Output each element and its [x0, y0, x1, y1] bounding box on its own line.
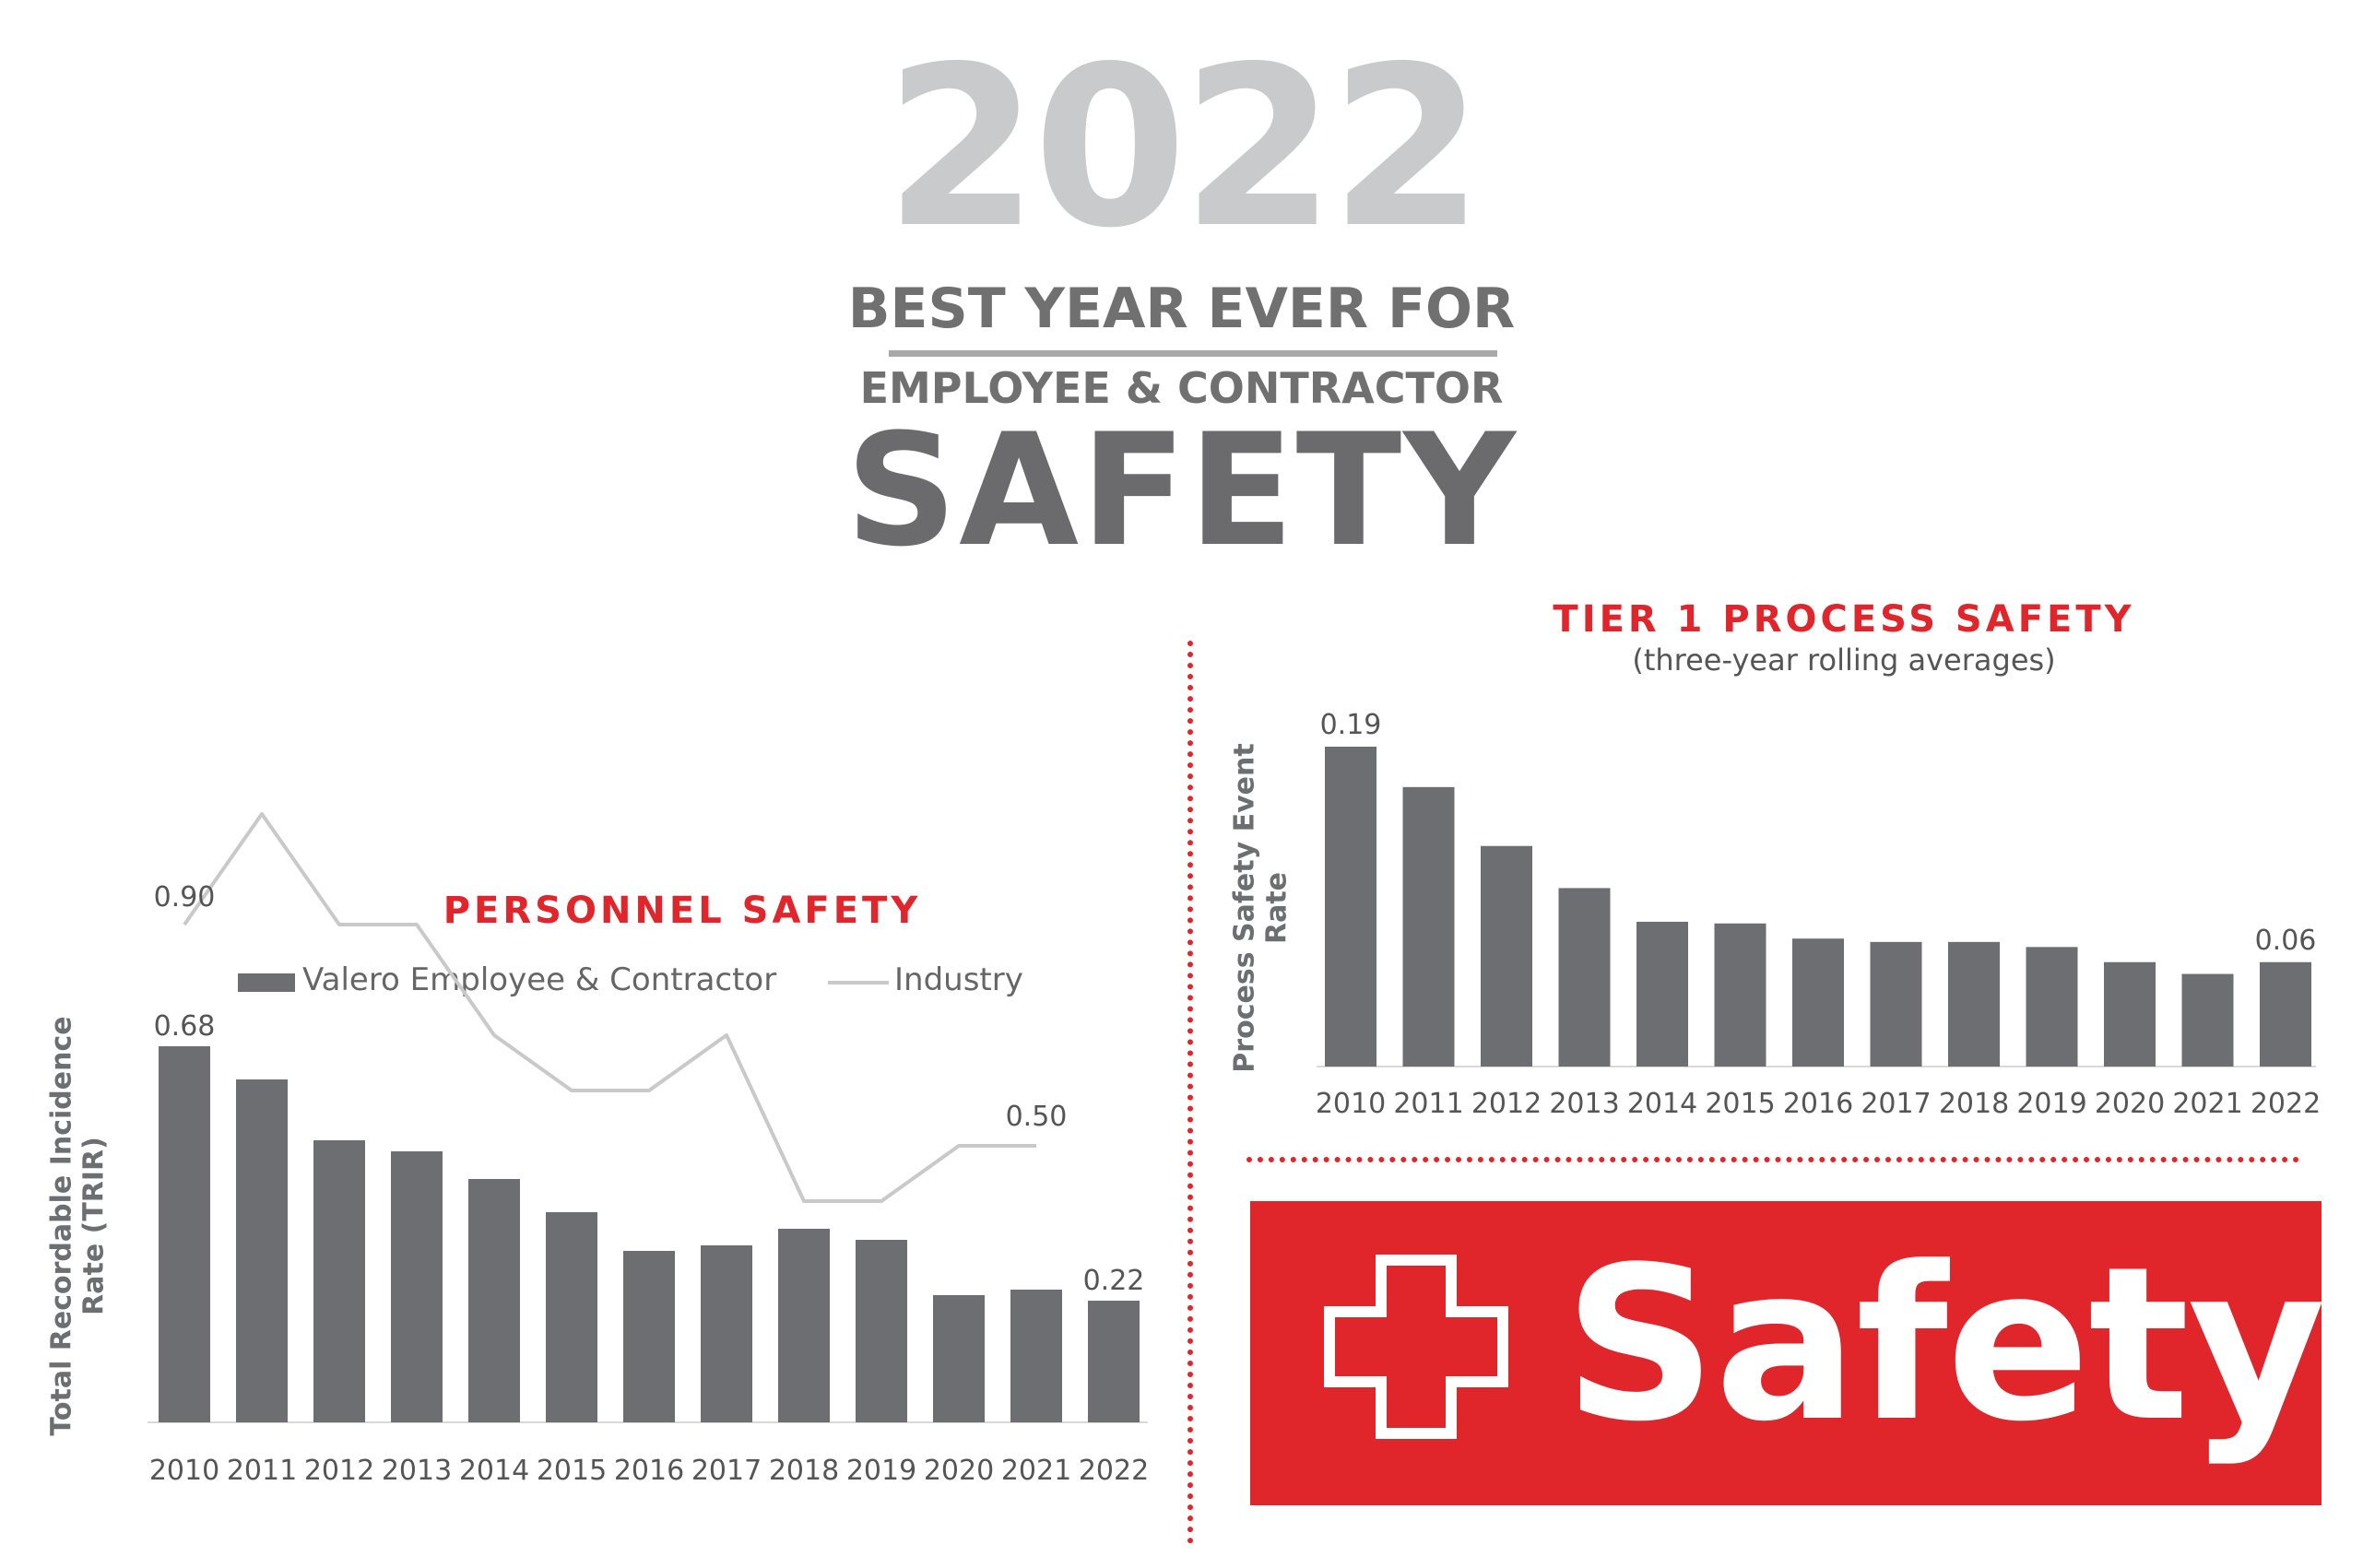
personnel-xtick-2015: 2015	[537, 1455, 607, 1487]
headline-rule	[889, 350, 1497, 357]
personnel-bar-2011	[236, 1079, 288, 1422]
vertical-divider	[1187, 641, 1193, 1544]
personnel-bar-2015	[546, 1212, 597, 1422]
headline-best-year: BEST YEAR EVER FOR	[847, 277, 1516, 341]
legend-swatch-industry	[828, 981, 889, 984]
personnel-bar-2013	[391, 1151, 443, 1422]
personnel-xtick-2010: 2010	[149, 1455, 219, 1487]
personnel-bar-2019	[856, 1240, 907, 1422]
personnel-data-label-2010-valero: 0.68	[154, 1010, 216, 1043]
personnel-data-label-2021-industry: 0.50	[1006, 1101, 1068, 1133]
personnel-xtick-2011: 2011	[227, 1455, 297, 1487]
process-ylabel-line1: Process Safety Event	[1228, 743, 1261, 1073]
legend-label-industry: Industry	[894, 961, 1023, 998]
personnel-xtick-2016: 2016	[614, 1455, 684, 1487]
personnel-bar-2020	[933, 1295, 985, 1422]
personnel-xtick-2017: 2017	[691, 1455, 762, 1487]
personnel-xtick-2019: 2019	[846, 1455, 916, 1487]
personnel-xtick-2013: 2013	[382, 1455, 452, 1487]
personnel-data-label-2010-industry: 0.90	[154, 881, 216, 914]
personnel-bar-2022	[1088, 1301, 1140, 1422]
safety-banner: Safety	[1250, 1201, 2326, 1505]
personnel-xtick-2018: 2018	[769, 1455, 839, 1487]
personnel-bar-2014	[468, 1179, 520, 1422]
safety-banner-text: Safety	[1564, 1222, 2326, 1468]
personnel-xtick-2020: 2020	[924, 1455, 994, 1487]
headline-employee-contractor: EMPLOYEE & CONTRACTOR	[859, 363, 1504, 413]
personnel-xtick-2014: 2014	[459, 1455, 529, 1487]
personnel-bar-2018	[778, 1229, 830, 1422]
process-chart-subtitle: (three-year rolling averages)	[1632, 643, 2056, 678]
legend-label-valero: Valero Employee & Contractor	[302, 961, 777, 998]
personnel-chart-title: PERSONNEL SAFETY	[443, 890, 922, 932]
headline-safety: SAFETY	[845, 400, 1518, 581]
personnel-bar-2017	[701, 1245, 752, 1422]
horizontal-divider	[1246, 1157, 2299, 1162]
process-ylabel: Process Safety Event Rate	[1228, 743, 1294, 1073]
personnel-data-label-2022-valero: 0.22	[1083, 1265, 1145, 1297]
personnel-bar-2012	[313, 1140, 365, 1422]
legend-swatch-valero	[238, 973, 295, 992]
personnel-xtick-2021: 2021	[1001, 1455, 1071, 1487]
personnel-bar-2021	[1010, 1290, 1062, 1422]
personnel-bar-2010	[159, 1046, 210, 1422]
personnel-bar-2016	[623, 1251, 675, 1422]
personnel-xtick-2012: 2012	[304, 1455, 374, 1487]
process-chart-title: TIER 1 PROCESS SAFETY	[1553, 598, 2135, 641]
process-ylabel-line2: Rate	[1260, 871, 1293, 945]
industry-line	[183, 812, 1036, 1203]
headline-year: 2022	[884, 18, 1484, 277]
personnel-xtick-2022: 2022	[1079, 1455, 1149, 1487]
red-cross-icon	[1324, 1255, 1508, 1439]
